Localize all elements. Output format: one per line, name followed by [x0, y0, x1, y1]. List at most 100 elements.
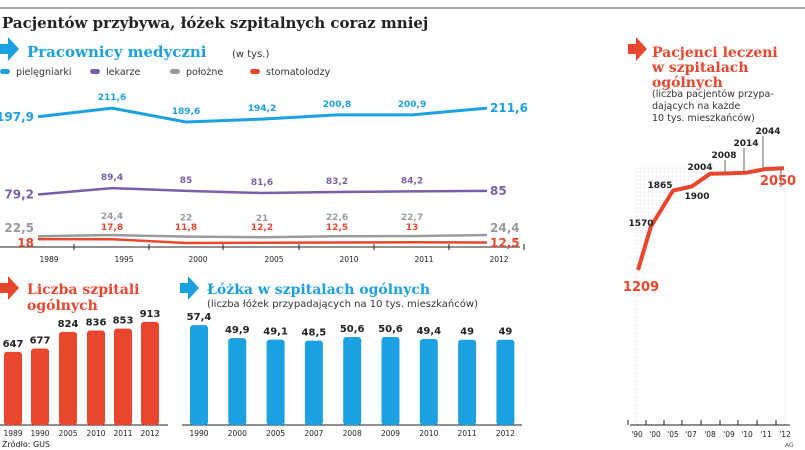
bar-value-label: 48,5 — [302, 328, 327, 339]
bar-value-label: 49 — [498, 327, 512, 338]
bar-value-label: 50,6 — [340, 324, 365, 335]
line-chart-title: Pracownicy medyczni — [27, 43, 207, 61]
beds-bar-chart: 57,4 1990 49,9 2000 49,1 2005 48,5 2007 50,6 2008… — [182, 312, 522, 438]
legend-swatch — [250, 69, 260, 74]
line-legend: pielęgniarki lekarze położne stomatolodzy — [0, 67, 331, 78]
data-label: 12,2 — [251, 223, 273, 233]
hospitals-bar-chart: 647 1989 677 1990 824 2005 836 2010 853 2011 913 20… — [0, 309, 168, 438]
bar-value-label: 49,1 — [263, 327, 288, 338]
x-tick-label: 2007 — [304, 429, 323, 438]
patients-subtitle-line: 10 tys. mieszkańców) — [652, 113, 755, 124]
area-fill — [638, 168, 784, 425]
bar — [266, 339, 285, 425]
x-tick-label: 2010 — [86, 429, 105, 438]
bar — [458, 339, 477, 425]
data-label: 12,5 — [326, 223, 348, 233]
data-label: 22 — [180, 214, 193, 224]
hospitals-title-line2: ogólnych — [27, 298, 98, 314]
series-line-2 — [37, 233, 488, 239]
bar — [114, 328, 132, 425]
data-label: 200,8 — [323, 100, 351, 110]
bar-value-label: 49,9 — [225, 325, 250, 336]
data-label: 2050 — [760, 174, 796, 189]
bar-value-label: 824 — [58, 319, 79, 330]
x-tick-label: 1990 — [30, 429, 49, 438]
bar — [59, 331, 77, 425]
arrow-icon — [0, 276, 19, 300]
data-label: 2008 — [711, 151, 736, 161]
x-tick-label: '90 — [631, 430, 643, 439]
data-label: 81,6 — [251, 178, 273, 188]
bar-value-label: 49 — [460, 327, 474, 338]
data-label: 24,4 — [490, 221, 520, 235]
arrow-icon — [180, 276, 199, 300]
data-label: 211,6 — [98, 93, 126, 103]
bar — [496, 339, 515, 425]
legend-swatch — [90, 69, 100, 74]
data-label: 12,5 — [490, 236, 520, 250]
data-label: 89,4 — [101, 173, 123, 183]
bar-value-label: 647 — [3, 339, 24, 350]
x-tick-label: '00 — [649, 430, 661, 439]
bar-value-label: 50,6 — [378, 324, 403, 335]
legend-label: położne — [186, 67, 223, 78]
x-tick-label: 1990 — [189, 429, 208, 438]
patients-title-line: Pacjenci leczeni — [652, 45, 778, 61]
x-tick-label: '08 — [704, 430, 716, 439]
x-tick-label: '12 — [779, 430, 791, 439]
x-tick-label: 2010 — [419, 429, 438, 438]
data-label: 1209 — [623, 280, 659, 295]
x-tick-label: '10 — [741, 430, 753, 439]
arrow-icon — [628, 37, 647, 61]
legend-label: pielęgniarki — [16, 67, 72, 78]
area-line — [636, 166, 785, 271]
bar-value-label: 913 — [140, 309, 161, 320]
arrow-icon — [0, 37, 19, 61]
line-chart: 1989 1995 2000 2005 2010 2011 2012 197,9 211,6 18… — [0, 93, 528, 264]
series-line-1 — [37, 186, 488, 196]
x-tick-label: 2011 — [414, 255, 433, 264]
patients-subtitle-line: dających na każde — [652, 101, 740, 112]
x-tick-label: 2005 — [266, 429, 285, 438]
data-label: 194,2 — [248, 104, 276, 114]
bar — [190, 325, 208, 425]
patients-subtitle-line: (liczba pacjentów przypa- — [652, 89, 774, 100]
credit: AG — [785, 442, 794, 449]
beds-subtitle: (liczba łóżek przypadających na 10 tys. … — [207, 298, 478, 310]
x-tick-label: 2008 — [343, 429, 362, 438]
x-tick-label: 2012 — [140, 429, 159, 438]
bar — [141, 321, 159, 425]
data-label: 200,9 — [398, 100, 426, 110]
data-label: 211,6 — [490, 101, 528, 115]
bar-value-label: 853 — [113, 316, 134, 327]
patients-area-chart: '90 '00 '05 '07 '08 '09 '10 '11 '12 1209 1570 1865 1… — [623, 127, 796, 439]
hospitals-title-line1: Liczba szpitali — [27, 282, 140, 298]
x-tick-label: 2012 — [489, 255, 508, 264]
data-label: 1865 — [647, 181, 672, 191]
data-label: 21 — [256, 214, 269, 224]
bar-value-label: 836 — [86, 318, 107, 329]
x-tick-label: 2009 — [381, 429, 400, 438]
data-label: 24,4 — [101, 212, 123, 222]
bar — [87, 330, 105, 425]
x-tick-label: '05 — [667, 430, 679, 439]
x-tick-label: '11 — [760, 430, 772, 439]
line-chart-subtitle: (w tys.) — [232, 49, 269, 60]
bar — [343, 336, 362, 425]
data-label: 13 — [406, 223, 419, 233]
data-label: 1570 — [628, 219, 653, 229]
bar — [304, 340, 323, 425]
x-tick-label: 2011 — [113, 429, 132, 438]
data-label: 84,2 — [401, 176, 423, 186]
series-line-3 — [37, 237, 488, 245]
main-title: Pacjentów przybywa, łóżek szpitalnych co… — [2, 14, 428, 32]
source-note: Źródło: GUS — [2, 438, 50, 449]
legend-label: stomatolodzy — [266, 67, 331, 78]
bar — [419, 339, 438, 425]
data-label: 85 — [490, 184, 507, 198]
x-tick-label: '09 — [723, 430, 735, 439]
bar — [381, 336, 400, 425]
legend-swatch — [0, 69, 10, 74]
